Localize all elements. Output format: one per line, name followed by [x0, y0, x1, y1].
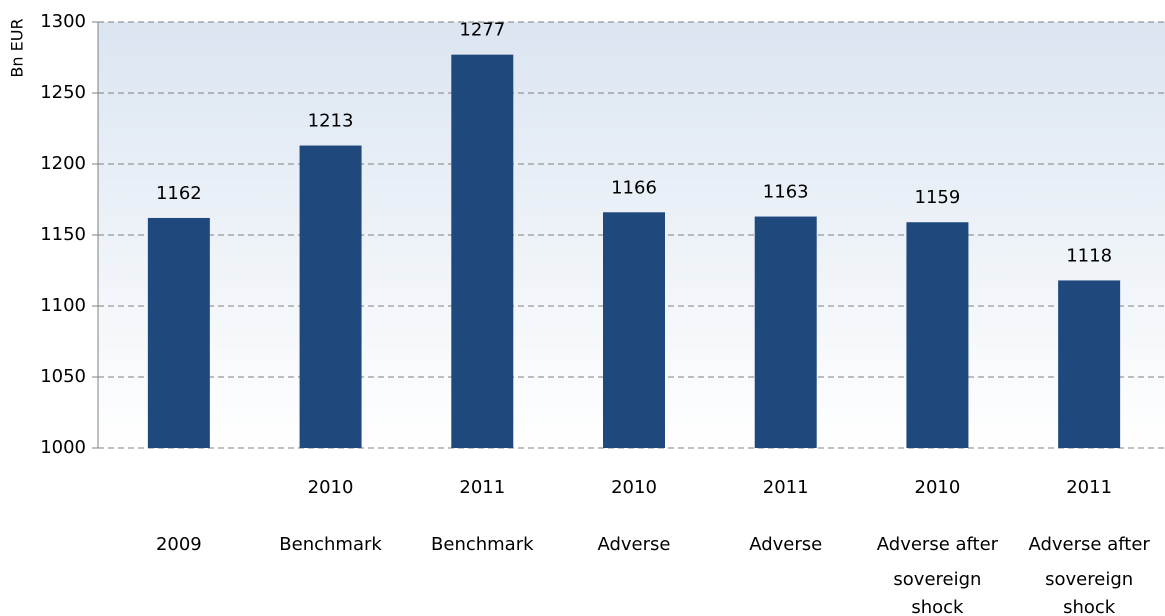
bar: [1058, 280, 1121, 448]
value-label: 1213: [308, 111, 354, 132]
value-label: 1166: [611, 177, 657, 198]
x-tick-label: Benchmark: [279, 534, 382, 555]
y-tick-label: 1050: [40, 366, 86, 387]
x-tick-label: shock: [1063, 597, 1116, 616]
bar: [147, 217, 210, 448]
value-label: 1162: [156, 183, 202, 204]
x-tick-label: 2010: [915, 477, 961, 498]
value-label: 1163: [763, 182, 809, 203]
y-tick-label: 1200: [40, 153, 86, 174]
x-tick-label: 2011: [459, 477, 505, 498]
value-label: 1118: [1066, 245, 1112, 266]
y-tick-label: 1300: [40, 11, 86, 32]
bar: [451, 54, 514, 448]
bar: [906, 222, 969, 448]
x-tick-label: sovereign: [893, 569, 981, 590]
bar: [754, 216, 817, 448]
y-tick-label: 1250: [40, 82, 86, 103]
y-tick-label: 1150: [40, 224, 86, 245]
x-tick-label: Adverse: [597, 534, 670, 555]
bar: [603, 212, 665, 448]
x-tick-label: Adverse: [749, 534, 822, 555]
x-tick-label: Benchmark: [431, 534, 534, 555]
x-tick-label: 2010: [308, 477, 354, 498]
x-tick-label: sovereign: [1045, 569, 1133, 590]
value-label: 1159: [915, 187, 961, 208]
x-tick-label: Adverse after: [1028, 534, 1150, 555]
value-label: 1277: [459, 20, 505, 41]
x-tick-label: 2011: [1066, 477, 1112, 498]
y-tick-label: 1100: [40, 295, 86, 316]
y-tick-label: 1000: [40, 437, 86, 458]
x-tick-label: 2009: [156, 534, 202, 555]
x-tick-label: Adverse after: [877, 534, 999, 555]
x-tick-label: shock: [911, 597, 964, 616]
y-axis-label: Bn EUR: [8, 18, 27, 77]
x-tick-label: 2010: [611, 477, 657, 498]
x-tick-label: 2011: [763, 477, 809, 498]
bar: [299, 145, 362, 449]
